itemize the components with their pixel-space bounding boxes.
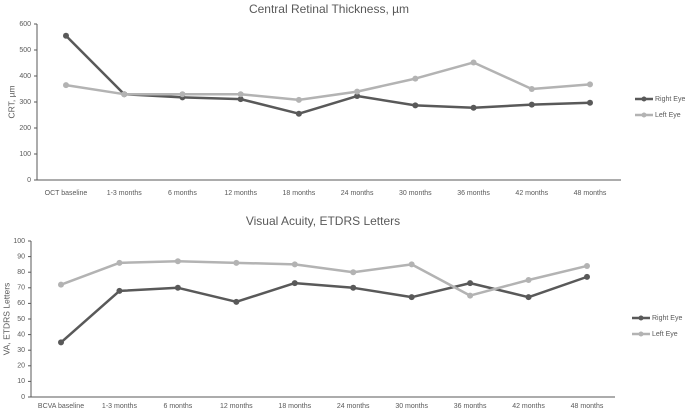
data-point xyxy=(116,287,123,294)
x-tick-label: BCVA baseline xyxy=(38,403,84,410)
data-point xyxy=(408,261,415,268)
x-tick-label: 18 months xyxy=(283,190,316,197)
y-tick-label: 10 xyxy=(17,378,25,385)
chart-1: Visual Acuity, ETDRS Letters VA, ETDRS Le… xyxy=(1,214,682,410)
data-point xyxy=(174,258,181,265)
x-tick-label: 24 months xyxy=(341,190,374,197)
data-point xyxy=(237,96,244,103)
series-line-left-eye xyxy=(60,260,588,297)
data-point xyxy=(470,59,477,66)
data-point xyxy=(121,91,128,98)
y-tick-label: 60 xyxy=(17,300,25,307)
data-point xyxy=(63,82,69,89)
data-point xyxy=(233,298,240,305)
data-point xyxy=(63,32,69,39)
y-tick-label: 500 xyxy=(19,47,31,54)
data-point xyxy=(467,292,474,299)
legend-marker xyxy=(641,112,647,118)
legend-label: Right Eye xyxy=(655,96,685,103)
data-point xyxy=(350,269,357,276)
data-point xyxy=(350,284,357,291)
y-tick-label: 300 xyxy=(19,99,31,106)
x-tick-label: 30 months xyxy=(399,190,432,197)
data-point xyxy=(237,91,244,98)
data-point xyxy=(233,259,240,266)
y-tick-label: 600 xyxy=(19,21,31,28)
y-tick-label: 100 xyxy=(19,151,31,158)
data-point xyxy=(528,86,535,92)
data-point xyxy=(528,101,535,108)
data-point xyxy=(587,81,593,88)
y-tick-label: 50 xyxy=(17,316,25,323)
data-point xyxy=(408,294,415,301)
series-line-left-eye xyxy=(65,61,591,102)
data-point xyxy=(116,259,123,266)
data-point xyxy=(291,280,298,287)
legend-label: Right Eye xyxy=(652,315,682,322)
data-point xyxy=(58,339,64,346)
y-tick-label: 70 xyxy=(17,285,25,292)
series-line-right-eye xyxy=(60,275,588,344)
y-tick-label: 80 xyxy=(17,269,25,276)
x-tick-label: 1-3 months xyxy=(102,403,138,410)
y-tick-label: 30 xyxy=(17,347,25,354)
data-point xyxy=(467,280,474,287)
data-point xyxy=(295,96,302,103)
chart-title: Visual Acuity, ETDRS Letters xyxy=(246,214,400,228)
y-tick-label: 90 xyxy=(17,253,25,260)
y-tick-label: 40 xyxy=(17,331,25,338)
y-tick-label: 100 xyxy=(13,238,25,245)
x-tick-label: 42 months xyxy=(512,403,545,410)
x-tick-label: 36 months xyxy=(454,403,487,410)
y-tick-label: 400 xyxy=(19,73,31,80)
data-point xyxy=(412,75,419,82)
legend-label: Left Eye xyxy=(652,331,678,338)
x-tick-label: 42 months xyxy=(515,190,548,197)
x-tick-label: 6 months xyxy=(168,190,197,197)
legend-label: Left Eye xyxy=(655,112,681,119)
legend-marker xyxy=(638,315,644,321)
data-point xyxy=(174,284,181,291)
data-point xyxy=(470,104,477,111)
data-point xyxy=(295,110,302,117)
x-tick-label: 48 months xyxy=(574,190,607,197)
legend-marker xyxy=(638,331,644,337)
data-point xyxy=(291,261,298,268)
y-tick-label: 0 xyxy=(21,394,25,401)
y-tick-label: 20 xyxy=(17,363,25,370)
x-tick-label: OCT baseline xyxy=(45,190,88,197)
data-point xyxy=(525,294,532,301)
data-point xyxy=(412,102,419,109)
data-point xyxy=(354,88,361,95)
x-tick-label: 36 months xyxy=(457,190,490,197)
y-tick-label: 0 xyxy=(27,177,31,184)
x-tick-label: 30 months xyxy=(395,403,428,410)
x-tick-label: 1-3 months xyxy=(107,190,143,197)
chart-0: Central Retinal Thickness, µm CRT, µm 0 100… xyxy=(6,2,685,197)
data-point xyxy=(587,99,593,106)
y-axis-label: VA, ETDRS Letters xyxy=(1,283,11,356)
data-point xyxy=(179,91,186,98)
x-tick-label: 48 months xyxy=(571,403,604,410)
x-tick-label: 12 months xyxy=(220,403,253,410)
series-line-right-eye xyxy=(65,34,591,115)
legend-marker xyxy=(641,96,647,102)
chart-title: Central Retinal Thickness, µm xyxy=(249,2,409,16)
y-axis-label: CRT, µm xyxy=(6,85,16,118)
data-point xyxy=(58,281,64,288)
data-point xyxy=(525,277,532,283)
x-tick-label: 18 months xyxy=(278,403,311,410)
x-tick-label: 6 months xyxy=(163,403,192,410)
data-point xyxy=(584,262,590,269)
data-point xyxy=(584,273,590,280)
y-tick-label: 200 xyxy=(19,125,31,132)
x-tick-label: 12 months xyxy=(224,190,257,197)
x-tick-label: 24 months xyxy=(337,403,370,410)
data-point xyxy=(354,93,361,100)
